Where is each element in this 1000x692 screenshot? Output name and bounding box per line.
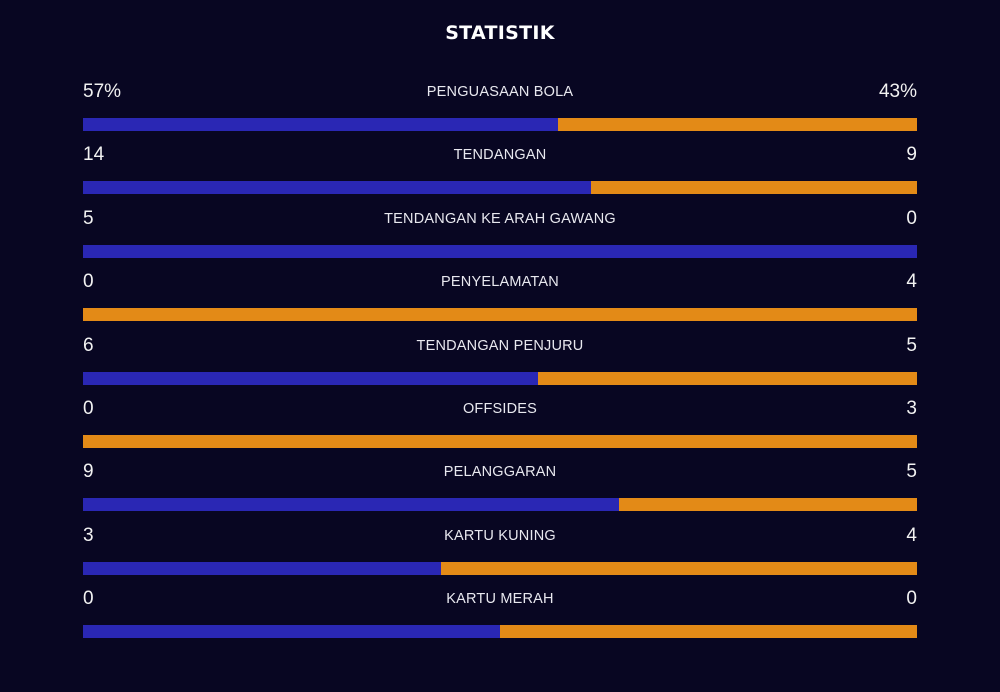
stat-header: 5 TENDANGAN KE ARAH GAWANG 0 [83, 207, 917, 233]
home-bar-segment [83, 181, 591, 195]
stat-row-shots-on-target: 5 TENDANGAN KE ARAH GAWANG 0 [83, 207, 917, 270]
stat-label: TENDANGAN KE ARAH GAWANG [384, 210, 616, 227]
stat-label: KARTU KUNING [444, 527, 556, 544]
home-bar-segment [83, 561, 441, 575]
home-bar-segment [83, 244, 917, 258]
home-value: 14 [83, 144, 105, 166]
home-bar-segment [83, 498, 620, 512]
away-bar-segment [590, 181, 917, 195]
home-value: 0 [83, 397, 94, 419]
away-value: 3 [906, 397, 917, 419]
stat-label: PELANGGARAN [443, 464, 557, 481]
away-value: 9 [906, 144, 917, 166]
stat-header: 9 PELANGGARAN 5 [83, 460, 917, 486]
comparison-bar [83, 434, 917, 448]
away-bar-segment [558, 118, 917, 131]
away-bar-segment [537, 371, 917, 385]
comparison-bar [83, 308, 917, 322]
away-value: 43% [878, 81, 917, 102]
stat-row-shots: 14 TENDANGAN 9 [83, 143, 917, 206]
home-bar-segment [83, 625, 500, 639]
stat-header: 0 OFFSIDES 3 [83, 397, 917, 423]
stat-label: TENDANGAN [453, 147, 547, 164]
stat-row-offsides: 0 OFFSIDES 3 [83, 397, 917, 460]
stat-label: PENGUASAAN BOLA [426, 84, 574, 100]
stat-label: KARTU MERAH [446, 591, 554, 608]
stat-row-fouls: 9 PELANGGARAN 5 [83, 460, 917, 523]
comparison-bar [83, 498, 917, 512]
stat-row-possession: 57% PENGUASAAN BOLA 43% [83, 80, 917, 143]
stat-row-red-cards: 0 KARTU MERAH 0 [83, 587, 917, 650]
home-value: 5 [83, 207, 94, 229]
away-bar-segment [500, 625, 917, 639]
comparison-bar [83, 118, 917, 131]
home-value: 57% [83, 81, 122, 102]
comparison-bar [83, 371, 917, 385]
home-value: 3 [83, 524, 94, 546]
stat-header: 0 PENYELAMATAN 4 [83, 270, 917, 296]
home-value: 6 [83, 334, 94, 356]
stat-header: 6 TENDANGAN PENJURU 5 [83, 334, 917, 360]
comparison-bar [83, 181, 917, 195]
page-title: STATISTIK [445, 22, 555, 44]
away-value: 5 [906, 334, 917, 356]
stat-header: 3 KARTU KUNING 4 [83, 524, 917, 550]
away-value: 4 [906, 271, 917, 293]
away-value: 5 [906, 461, 917, 483]
away-value: 0 [906, 588, 917, 610]
comparison-bar [83, 625, 917, 639]
stat-header: 14 TENDANGAN 9 [83, 143, 917, 169]
away-bar-segment [619, 498, 917, 512]
stat-row-saves: 0 PENYELAMATAN 4 [83, 270, 917, 333]
away-value: 0 [906, 207, 917, 229]
home-bar-segment [83, 371, 538, 385]
stat-row-corners: 6 TENDANGAN PENJURU 5 [83, 334, 917, 397]
stat-label: OFFSIDES [462, 400, 538, 417]
away-bar-segment [83, 308, 917, 322]
away-bar-segment [83, 434, 917, 448]
stats-list: 57% PENGUASAAN BOLA 43% 14 TENDANGAN 9 5… [83, 80, 917, 651]
stat-header: 57% PENGUASAAN BOLA 43% [83, 80, 917, 106]
home-value: 9 [83, 461, 94, 483]
home-bar-segment [83, 118, 559, 131]
stat-label: PENYELAMATAN [441, 274, 559, 291]
away-bar-segment [440, 561, 917, 575]
home-value: 0 [83, 271, 94, 293]
home-value: 0 [83, 588, 94, 610]
stat-label: TENDANGAN PENJURU [416, 337, 584, 354]
comparison-bar [83, 244, 917, 258]
stat-row-yellow-cards: 3 KARTU KUNING 4 [83, 524, 917, 587]
stat-header: 0 KARTU MERAH 0 [83, 587, 917, 613]
away-value: 4 [906, 524, 917, 546]
comparison-bar [83, 561, 917, 575]
